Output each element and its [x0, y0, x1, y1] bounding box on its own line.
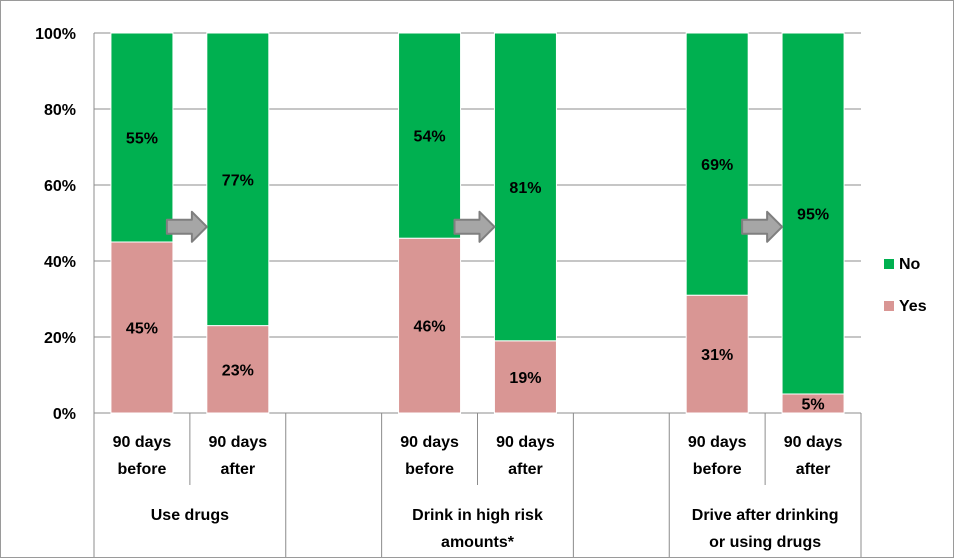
bar-segment-yes: [398, 237, 462, 414]
data-label-no: 54%: [414, 129, 446, 146]
y-tick-label: 20%: [44, 330, 76, 347]
data-label-yes: 46%: [414, 319, 446, 336]
group-label: or using drugs: [709, 534, 821, 551]
x-tick-label: before: [405, 461, 454, 478]
x-tick-label: after: [220, 461, 255, 478]
legend-swatch-no: [884, 259, 894, 269]
data-label-no: 69%: [701, 157, 733, 174]
x-tick-label: after: [796, 461, 831, 478]
x-tick-label: 90 days: [784, 434, 843, 451]
y-tick-label: 80%: [44, 102, 76, 119]
bar-segment-no: [398, 32, 462, 239]
data-label-no: 77%: [222, 172, 254, 189]
arrow-icon: [165, 210, 208, 243]
arrow-icon: [453, 210, 496, 243]
data-label-yes: 23%: [222, 362, 254, 379]
x-tick-label: before: [693, 461, 742, 478]
y-tick-label: 0%: [53, 406, 76, 423]
bar-segment-no: [206, 32, 270, 327]
x-tick-label: 90 days: [688, 434, 747, 451]
bar-segment-no: [493, 32, 557, 342]
x-tick-label: after: [508, 461, 543, 478]
data-label-yes: 5%: [802, 397, 825, 414]
y-tick-label: 100%: [35, 26, 76, 43]
group-label: Use drugs: [151, 507, 229, 524]
x-tick-label: before: [117, 461, 166, 478]
data-label-no: 55%: [126, 131, 158, 148]
bar-segment-yes: [110, 241, 174, 414]
arrow-icon: [741, 210, 784, 243]
bar-segment-yes: [206, 325, 270, 414]
data-label-yes: 45%: [126, 321, 158, 338]
x-tick-label: 90 days: [496, 434, 555, 451]
legend-label-no: No: [899, 256, 921, 273]
data-label-no: 81%: [509, 180, 541, 197]
group-label: amounts*: [441, 534, 515, 551]
x-tick-label: 90 days: [113, 434, 172, 451]
y-tick-label: 60%: [44, 178, 76, 195]
x-tick-label: 90 days: [208, 434, 267, 451]
data-label-yes: 19%: [509, 370, 541, 387]
legend-swatch-yes: [884, 301, 894, 311]
group-label: Drink in high risk: [412, 507, 543, 524]
data-label-yes: 31%: [701, 347, 733, 364]
y-tick-label: 40%: [44, 254, 76, 271]
legend-label-yes: Yes: [899, 298, 927, 315]
bar-segment-no: [781, 32, 845, 395]
data-label-no: 95%: [797, 207, 829, 224]
bar-segment-no: [685, 32, 749, 296]
x-tick-label: 90 days: [400, 434, 459, 451]
bar-segment-no: [110, 32, 174, 243]
bar-segment-yes: [685, 294, 749, 414]
group-label: Drive after drinking: [692, 507, 839, 524]
